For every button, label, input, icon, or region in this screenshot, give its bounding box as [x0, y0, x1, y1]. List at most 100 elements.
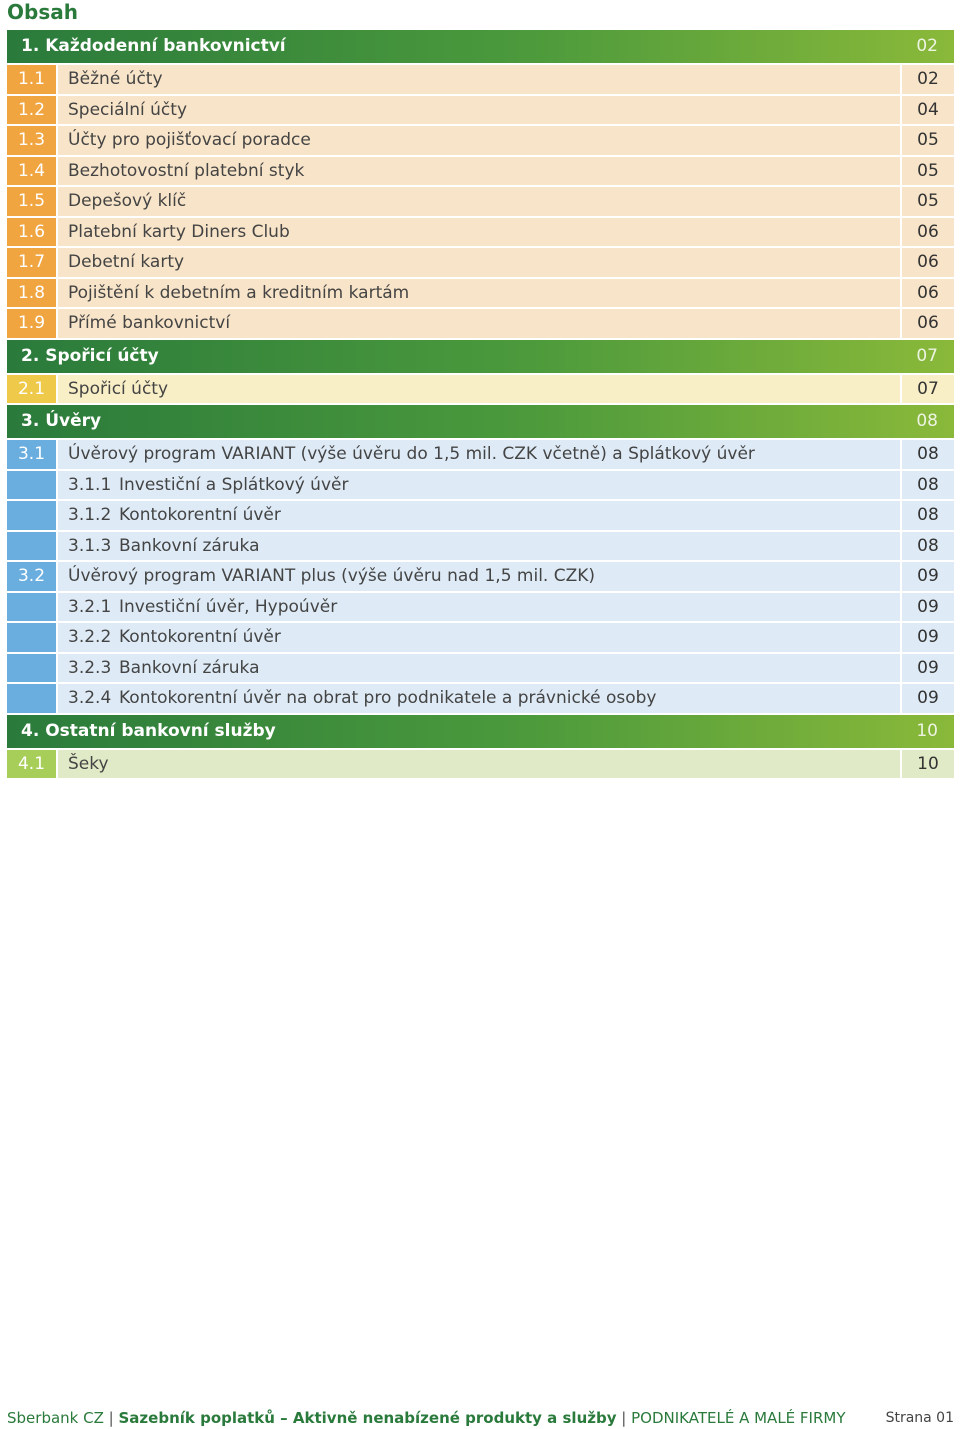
toc-entry-number: 3.1	[7, 440, 56, 469]
toc-entry-title: Bezhotovostní platební styk	[68, 160, 305, 181]
toc-entry-title-cell: 3.2.4 Kontokorentní úvěr na obrat pro pod…	[58, 684, 900, 713]
section-heading-bar	[7, 339, 954, 373]
table-of-contents: 1. Každodenní bankovnictví 02 1.1 Běžné účt…	[7, 30, 954, 778]
toc-entry-number	[7, 684, 56, 713]
toc-entry-page: 09	[902, 562, 954, 591]
section-heading-page: 07	[916, 345, 938, 366]
section-heading-page: 02	[916, 36, 938, 56]
section-heading-label: 1. Každodenní bankovnictví	[21, 36, 286, 56]
toc-entry[interactable]: 3.1.1 Investiční a Splátkový úvěr 08	[7, 470, 954, 499]
toc-entry[interactable]: 3.2 Úvěrový program VARIANT plus (výše úv…	[7, 562, 954, 591]
toc-section-heading[interactable]: 2. Spořicí účty 07	[7, 339, 954, 373]
toc-entry-title-cell: Pojištění k debetním a kreditním kartám	[58, 278, 900, 307]
footer-page-number: Strana 01	[885, 1410, 954, 1426]
toc-entry-page: 06	[902, 217, 954, 246]
toc-entry-subnumber: 3.2.1	[68, 596, 112, 617]
toc-entry-title-cell: Platební karty Diners Club	[58, 217, 900, 246]
toc-entry[interactable]: 1.5 Depešový klíč 05	[7, 187, 954, 216]
toc-entry[interactable]: 2.1 Spořicí účty 07	[7, 374, 954, 403]
toc-entry[interactable]: 4.1 Šeky 10	[7, 749, 954, 778]
toc-entry[interactable]: 3.2.4 Kontokorentní úvěr na obrat pro pod…	[7, 684, 954, 713]
toc-entry-title-cell: Spořicí účty	[58, 374, 900, 403]
toc-entry-number: 1.1	[7, 65, 56, 94]
footer-segment: PODNIKATELÉ A MALÉ FIRMY	[631, 1409, 846, 1427]
section-heading-label: 4. Ostatní bankovní služby	[21, 720, 276, 741]
toc-entry-number: 4.1	[7, 749, 56, 778]
toc-section-heading[interactable]: 1. Každodenní bankovnictví 02	[7, 30, 954, 63]
footer-document-title: Sazebník poplatků – Aktivně nenabízené p…	[118, 1409, 617, 1427]
toc-entry-number: 1.2	[7, 95, 56, 124]
toc-entry-page: 02	[902, 65, 954, 94]
section-heading-label: 3. Úvěry	[21, 411, 102, 431]
toc-entry-title: Šeky	[68, 753, 109, 774]
toc-entry[interactable]: 1.8 Pojištění k debetním a kreditním kart…	[7, 278, 954, 307]
toc-entry-page: 09	[902, 592, 954, 621]
toc-entry[interactable]: 1.6 Platební karty Diners Club 06	[7, 217, 954, 246]
toc-entry-title-cell: Účty pro pojišťovací poradce	[58, 126, 900, 155]
toc-entry-number	[7, 592, 56, 621]
section-heading-bar	[7, 30, 954, 63]
toc-entry[interactable]: 3.1 Úvěrový program VARIANT (výše úvěru d…	[7, 440, 954, 469]
toc-entry-title-cell: 3.2.1 Investiční úvěr, Hypoúvěr	[58, 592, 900, 621]
toc-entry[interactable]: 1.3 Účty pro pojišťovací poradce 05	[7, 126, 954, 155]
toc-entry-subnumber: 3.2.4	[68, 688, 112, 708]
toc-entry-title: Bankovní záruka	[119, 535, 260, 556]
toc-entry-title: Debetní karty	[68, 252, 185, 272]
toc-entry[interactable]: 3.2.3 Bankovní záruka 09	[7, 653, 954, 682]
section-heading-bar	[7, 714, 954, 748]
toc-entry-page: 08	[902, 440, 954, 469]
toc-entry-number: 3.2	[7, 562, 56, 591]
footer-separator: |	[108, 1409, 114, 1427]
toc-entry[interactable]: 3.1.3 Bankovní záruka 08	[7, 531, 954, 560]
toc-entry-title: Přímé bankovnictví	[68, 313, 231, 333]
toc-entry[interactable]: 1.9 Přímé bankovnictví 06	[7, 309, 954, 338]
toc-entry-title: Speciální účty	[68, 99, 187, 120]
toc-entry[interactable]: 3.2.1 Investiční úvěr, Hypoúvěr 09	[7, 592, 954, 621]
toc-entry-page: 07	[902, 374, 954, 403]
toc-entry-page: 04	[902, 95, 954, 124]
toc-entry-page: 09	[902, 684, 954, 713]
toc-entry-page: 10	[902, 749, 954, 778]
toc-entry[interactable]: 1.7 Debetní karty 06	[7, 248, 954, 277]
toc-entry-page: 09	[902, 623, 954, 652]
toc-entry-title-cell: 3.1.1 Investiční a Splátkový úvěr	[58, 470, 900, 499]
toc-entry-number	[7, 531, 56, 560]
toc-entry-page: 08	[902, 531, 954, 560]
toc-entry-page: 09	[902, 653, 954, 682]
toc-entry-page: 06	[902, 248, 954, 277]
toc-section-heading[interactable]: 4. Ostatní bankovní služby 10	[7, 714, 954, 748]
footer-brand: Sberbank CZ	[7, 1409, 104, 1427]
toc-entry-page: 08	[902, 470, 954, 499]
toc-section-heading[interactable]: 3. Úvěry 08	[7, 405, 954, 438]
toc-entry-title-cell: Běžné účty	[58, 65, 900, 94]
toc-entry[interactable]: 1.4 Bezhotovostní platební styk 05	[7, 156, 954, 185]
toc-entry-title: Úvěrový program VARIANT plus (výše úvěru…	[68, 566, 596, 586]
toc-entry-title: Depešový klíč	[68, 191, 187, 211]
toc-entry-title: Bankovní záruka	[119, 657, 260, 678]
toc-entry[interactable]: 1.1 Běžné účty 02	[7, 65, 954, 94]
toc-entry-subnumber: 3.1.2	[68, 505, 112, 525]
toc-entry-title: Spořicí účty	[68, 378, 169, 399]
toc-entry-number: 1.6	[7, 217, 56, 246]
toc-entry-subnumber: 3.2.3	[68, 657, 112, 678]
toc-entry[interactable]: 3.2.2 Kontokorentní úvěr 09	[7, 623, 954, 652]
toc-entry[interactable]: 3.1.2 Kontokorentní úvěr 08	[7, 501, 954, 530]
toc-entry-number: 1.8	[7, 278, 56, 307]
toc-entry-page: 06	[902, 309, 954, 338]
toc-entry[interactable]: 1.2 Speciální účty 04	[7, 95, 954, 124]
toc-entry-number	[7, 623, 56, 652]
toc-entry-title: Kontokorentní úvěr	[119, 505, 281, 525]
toc-entry-number: 1.4	[7, 156, 56, 185]
page-title: Obsah	[7, 0, 78, 24]
footer-separator: |	[621, 1409, 627, 1427]
toc-entry-title-cell: Bezhotovostní platební styk	[58, 156, 900, 185]
toc-entry-title: Kontokorentní úvěr na obrat pro podnikat…	[119, 688, 657, 708]
toc-entry-number: 2.1	[7, 374, 56, 403]
toc-entry-number: 1.3	[7, 126, 56, 155]
toc-entry-page: 06	[902, 278, 954, 307]
footer: Sberbank CZ | Sazebník poplatků – Aktivn…	[7, 1408, 954, 1428]
toc-entry-number	[7, 470, 56, 499]
toc-entry-title-cell: Úvěrový program VARIANT (výše úvěru do 1…	[58, 440, 900, 469]
toc-entry-title-cell: 3.1.2 Kontokorentní úvěr	[58, 501, 900, 530]
toc-entry-page: 05	[902, 156, 954, 185]
